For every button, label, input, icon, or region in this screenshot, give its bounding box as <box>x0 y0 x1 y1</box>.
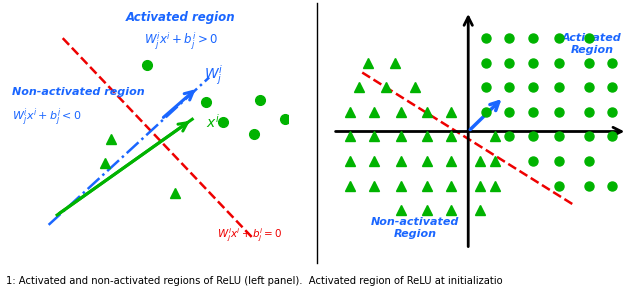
Text: Activated
Region: Activated Region <box>562 33 621 55</box>
Text: Non-activated region: Non-activated region <box>12 87 145 97</box>
Text: $W_j^i x^i + b_j^i = 0$: $W_j^i x^i + b_j^i = 0$ <box>217 227 282 244</box>
Text: $x^i$: $x^i$ <box>206 113 220 131</box>
Text: Activated region: Activated region <box>126 11 236 24</box>
Text: $W_j^i x^i + b_j^i < 0$: $W_j^i x^i + b_j^i < 0$ <box>12 107 82 129</box>
Text: $W_j^i$: $W_j^i$ <box>204 64 223 87</box>
Text: Non-activated
Region: Non-activated Region <box>371 217 460 239</box>
Text: $W_j^i x^i + b_j^i > 0$: $W_j^i x^i + b_j^i > 0$ <box>144 31 218 52</box>
Text: 1: Activated and non-activated regions of ReLU (left panel).  Activated region o: 1: Activated and non-activated regions o… <box>6 276 503 286</box>
